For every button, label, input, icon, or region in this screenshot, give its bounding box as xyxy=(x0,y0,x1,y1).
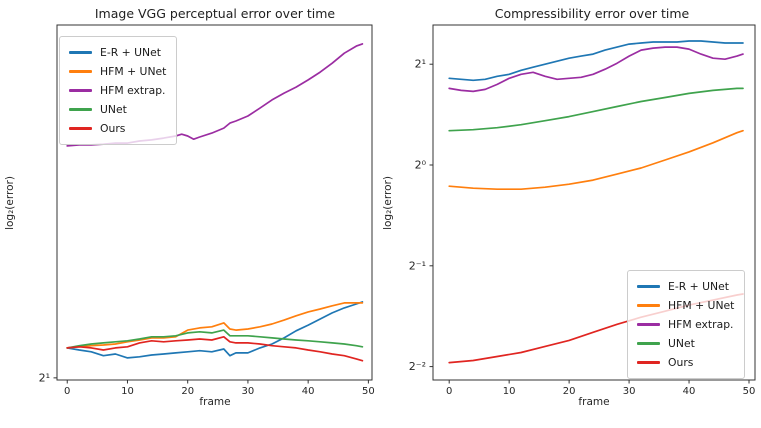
legend-label: UNet xyxy=(668,337,695,350)
right-chart-title: Compressibility error over time xyxy=(494,6,690,21)
series-line-unet xyxy=(448,87,744,132)
x-tick-label: 30 xyxy=(623,386,636,397)
legend-line-swatch xyxy=(637,304,660,307)
legend-item-e-r-unet: E-R + UNet xyxy=(637,277,734,296)
y-tick-label: 2⁰ xyxy=(415,159,427,172)
x-tick-label: 30 xyxy=(242,386,255,397)
legend-item-ours: Ours xyxy=(69,119,166,138)
legend-line-swatch xyxy=(637,285,660,288)
left-chart-legend: E-R + UNet HFM + UNet HFM extrap. UNet Ours xyxy=(59,36,178,145)
legend-label: HFM + UNet xyxy=(668,299,735,312)
x-tick-label: 50 xyxy=(362,386,375,397)
legend-label: HFM extrap. xyxy=(100,84,166,97)
legend-line-swatch xyxy=(637,361,660,364)
legend-item-hfm-unet: HFM + UNet xyxy=(69,62,166,81)
legend-item-hfm-unet: HFM + UNet xyxy=(637,296,734,315)
legend-label: Ours xyxy=(668,356,694,369)
plot-border xyxy=(432,24,756,381)
legend-label: HFM extrap. xyxy=(668,318,734,331)
legend-item-unet: UNet xyxy=(69,100,166,119)
legend-line-swatch xyxy=(637,323,660,326)
legend-line-swatch xyxy=(69,89,92,92)
legend-label: E-R + UNet xyxy=(668,280,729,293)
y-tick-label: 2⁻² xyxy=(409,360,426,373)
legend-label: E-R + UNet xyxy=(100,46,161,59)
x-tick-label: 20 xyxy=(563,386,576,397)
x-tick-label: 40 xyxy=(302,386,315,397)
left-chart-xlabel: frame xyxy=(199,396,231,408)
left-chart-title: Image VGG perceptual error over time xyxy=(94,6,336,21)
series-line-hfm-unet xyxy=(448,129,744,191)
legend-item-e-r-unet: E-R + UNet xyxy=(69,43,166,62)
legend-line-swatch xyxy=(637,342,660,345)
series-line-e-r-unet xyxy=(66,301,364,359)
x-tick-label: 10 xyxy=(121,386,134,397)
legend-item-hfm-extrap-: HFM extrap. xyxy=(637,315,734,334)
legend-line-swatch xyxy=(69,127,92,130)
legend-label: Ours xyxy=(100,122,126,135)
legend-label: UNet xyxy=(100,103,127,116)
series-line-e-r-unet xyxy=(448,40,744,82)
series-line-hfm-unet xyxy=(66,302,364,349)
series-line-unet xyxy=(66,329,364,349)
plot-border xyxy=(56,24,373,381)
right-chart: 0 10 20 30 40 50 2¹ 2⁰ 2⁻¹ 2⁻² xyxy=(409,24,756,397)
y-tick-label: 2¹ xyxy=(415,58,426,71)
series-line-ours xyxy=(66,335,364,362)
legend-item-ours: Ours xyxy=(637,353,734,372)
legend-label: HFM + UNet xyxy=(100,65,167,78)
y-tick-label: 2¹ xyxy=(39,371,50,384)
x-tick-label: 10 xyxy=(503,386,516,397)
legend-item-hfm-extrap-: HFM extrap. xyxy=(69,81,166,100)
legend-line-swatch xyxy=(69,70,92,73)
right-chart-legend: E-R + UNet HFM + UNet HFM extrap. UNet Ours xyxy=(627,270,746,379)
x-tick-label: 0 xyxy=(446,386,452,397)
legend-line-swatch xyxy=(69,51,92,54)
x-tick-label: 40 xyxy=(683,386,696,397)
x-tick-label: 0 xyxy=(64,386,70,397)
y-tick-label: 2⁻¹ xyxy=(409,259,426,272)
x-tick-label: 20 xyxy=(181,386,194,397)
right-chart-ylabel: log₂(error) xyxy=(382,176,394,230)
x-tick-label: 50 xyxy=(743,386,756,397)
legend-item-unet: UNet xyxy=(637,334,734,353)
legend-line-swatch xyxy=(69,108,92,111)
series-line-hfm-extrap- xyxy=(448,46,744,93)
left-chart-ylabel: log₂(error) xyxy=(4,176,16,230)
right-chart-xlabel: frame xyxy=(578,396,610,408)
